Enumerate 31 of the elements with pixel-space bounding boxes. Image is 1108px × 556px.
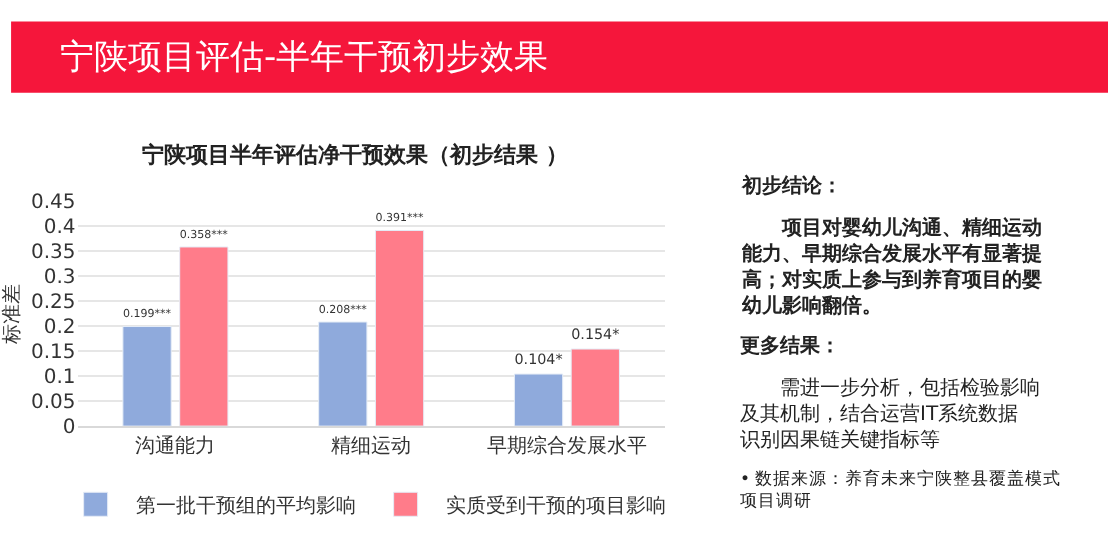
bar bbox=[179, 246, 229, 427]
y-tick-label: 0.15 bbox=[31, 342, 76, 365]
data-label: 0.104* bbox=[514, 349, 564, 368]
legend-label: 第一批干预组的平均影响 bbox=[135, 494, 356, 519]
text: 更多结果： bbox=[740, 334, 840, 358]
bar bbox=[513, 373, 564, 427]
bar bbox=[374, 229, 425, 427]
x-tick-label: 沟通能力 bbox=[135, 434, 216, 459]
y-tick-label: 0.3 bbox=[43, 267, 76, 289]
chart-subtitle: 宁陕项目半年评估净干预效果（初步结果 ） bbox=[142, 142, 568, 168]
text: • 数据来源：养育未来宁陕整县覆盖模式项目调研 bbox=[740, 468, 1062, 513]
x-tick-label: 早期综合发展水平 bbox=[486, 434, 647, 459]
text: 项目对婴幼儿沟通、精细运动能力、早期综合发展水平有显著提高；对实质上参与到养育项目的婴幼儿影响翻倍。 bbox=[740, 216, 1042, 318]
y-axis-title: 标准差 bbox=[0, 283, 24, 346]
legend-label: 实质受到干预的项目影响 bbox=[445, 494, 666, 519]
text: 初步结论： bbox=[740, 174, 842, 198]
y-tick-label: 0.1 bbox=[43, 367, 76, 390]
y-tick-label: 0.45 bbox=[31, 191, 76, 214]
y-tick-label: 0.05 bbox=[31, 392, 76, 415]
text: 需进一步分析，包括检验影响及其机制，结合运营IT系统数据识别因果链关键指标等 bbox=[740, 376, 1040, 452]
y-tick-label: 0.25 bbox=[31, 292, 76, 315]
y-tick-label: 0 bbox=[62, 417, 76, 440]
y-tick-label: 0.4 bbox=[43, 216, 76, 239]
bar bbox=[318, 321, 368, 427]
y-tick-label: 0.2 bbox=[43, 317, 76, 340]
bar bbox=[570, 348, 620, 427]
data-label: 0.154* bbox=[571, 324, 621, 343]
x-tick-label: 精细运动 bbox=[331, 434, 412, 459]
y-tick-label: 0.35 bbox=[31, 241, 76, 264]
chart-title: 宁陕项目评估-半年干预初步效果 bbox=[60, 38, 549, 78]
bar bbox=[122, 326, 172, 427]
